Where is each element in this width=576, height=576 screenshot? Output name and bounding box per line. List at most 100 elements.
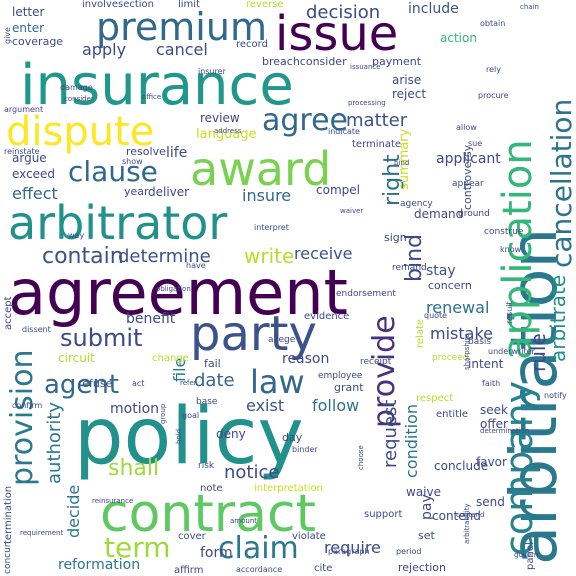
word: decision (306, 2, 381, 23)
word: arise (392, 73, 422, 87)
word: goal (182, 411, 200, 420)
word: refer (180, 379, 197, 387)
word: reinsurance (92, 497, 134, 505)
word: have (186, 261, 206, 270)
word: deny (216, 427, 246, 441)
word: favor (476, 455, 507, 469)
word: limit (178, 0, 200, 10)
word: address (214, 127, 242, 135)
word: amount (230, 517, 258, 525)
word: accept (3, 296, 14, 330)
word: agree (262, 103, 349, 138)
word: govern (514, 551, 539, 559)
word: sue (468, 139, 483, 148)
word: dissent (22, 325, 51, 334)
word: record (236, 39, 268, 50)
word: insurance (20, 53, 294, 118)
word: breachconsider (262, 55, 347, 68)
word: reject (392, 87, 427, 101)
word: interpretation (254, 483, 323, 494)
word: damage (60, 83, 93, 92)
word: requirement (20, 529, 64, 537)
word: notify (544, 391, 567, 400)
word: form (200, 545, 233, 561)
word: law (250, 363, 305, 401)
word: write (244, 244, 295, 268)
word: dispute (6, 109, 155, 155)
word: action (440, 31, 477, 45)
word: resolve (126, 145, 166, 158)
word: reinstate (4, 147, 40, 156)
word: obtain (480, 19, 506, 28)
word: confirm (12, 401, 43, 410)
word: day (282, 431, 303, 444)
word: paragraph (328, 547, 370, 556)
word: consider (64, 95, 94, 103)
word: send (476, 495, 505, 509)
word: request (380, 399, 401, 468)
word: remand (392, 263, 427, 273)
word: entitle (436, 409, 469, 420)
word: arbitrator (8, 196, 228, 250)
word: sharpshire (463, 333, 471, 370)
word: grant (334, 381, 364, 394)
word: procure (478, 91, 509, 100)
word: exceed (12, 167, 56, 181)
word: termination (3, 485, 14, 544)
word: note (200, 483, 223, 494)
word: construe (484, 227, 524, 237)
word: contain (42, 244, 124, 269)
word: choose (357, 445, 365, 470)
word: contend (432, 509, 481, 523)
word: agent (44, 370, 120, 400)
word: contract (100, 484, 316, 544)
word: refuse (78, 377, 113, 390)
word: party (190, 306, 317, 362)
word: insure (242, 186, 292, 205)
word: claim (218, 531, 299, 566)
word: enter (12, 21, 45, 35)
word: basis (468, 337, 492, 347)
word: submit (60, 324, 143, 352)
word: act (132, 379, 145, 388)
word: renewal (426, 298, 490, 317)
word: sign (384, 231, 407, 244)
word: risk (198, 461, 215, 471)
word: cover (178, 531, 206, 542)
word: arbitrate (546, 274, 570, 362)
word: respect (416, 393, 454, 404)
word: chain (520, 3, 539, 11)
word: relate (415, 318, 426, 348)
word: letter (12, 5, 45, 19)
word: processing (348, 99, 386, 107)
word: clause (68, 155, 158, 188)
word: evidence (304, 311, 350, 322)
word: arbitrability (463, 503, 471, 544)
word: allege (268, 335, 296, 345)
word: require (324, 538, 381, 557)
word: issue (275, 6, 399, 62)
word: condition (402, 404, 421, 478)
word: term (104, 531, 171, 564)
word: agency (400, 199, 433, 209)
word: date (194, 370, 235, 391)
word: year (124, 185, 149, 198)
word: affirm (174, 565, 204, 576)
word: underwriter (488, 347, 535, 356)
word: demand (414, 207, 464, 221)
word: rely (486, 65, 501, 74)
word: insurer (198, 67, 226, 76)
word: language (196, 127, 257, 142)
word: conclude (434, 459, 489, 473)
word: apply (82, 40, 127, 59)
word: follow (312, 396, 360, 415)
word: cancellation (545, 98, 576, 268)
word: deliver (148, 185, 190, 199)
word: fail (204, 357, 221, 370)
word: award (190, 142, 332, 196)
word: reason (282, 351, 330, 367)
word: office (142, 93, 162, 101)
word: determination (480, 427, 530, 435)
word: know (500, 245, 522, 254)
